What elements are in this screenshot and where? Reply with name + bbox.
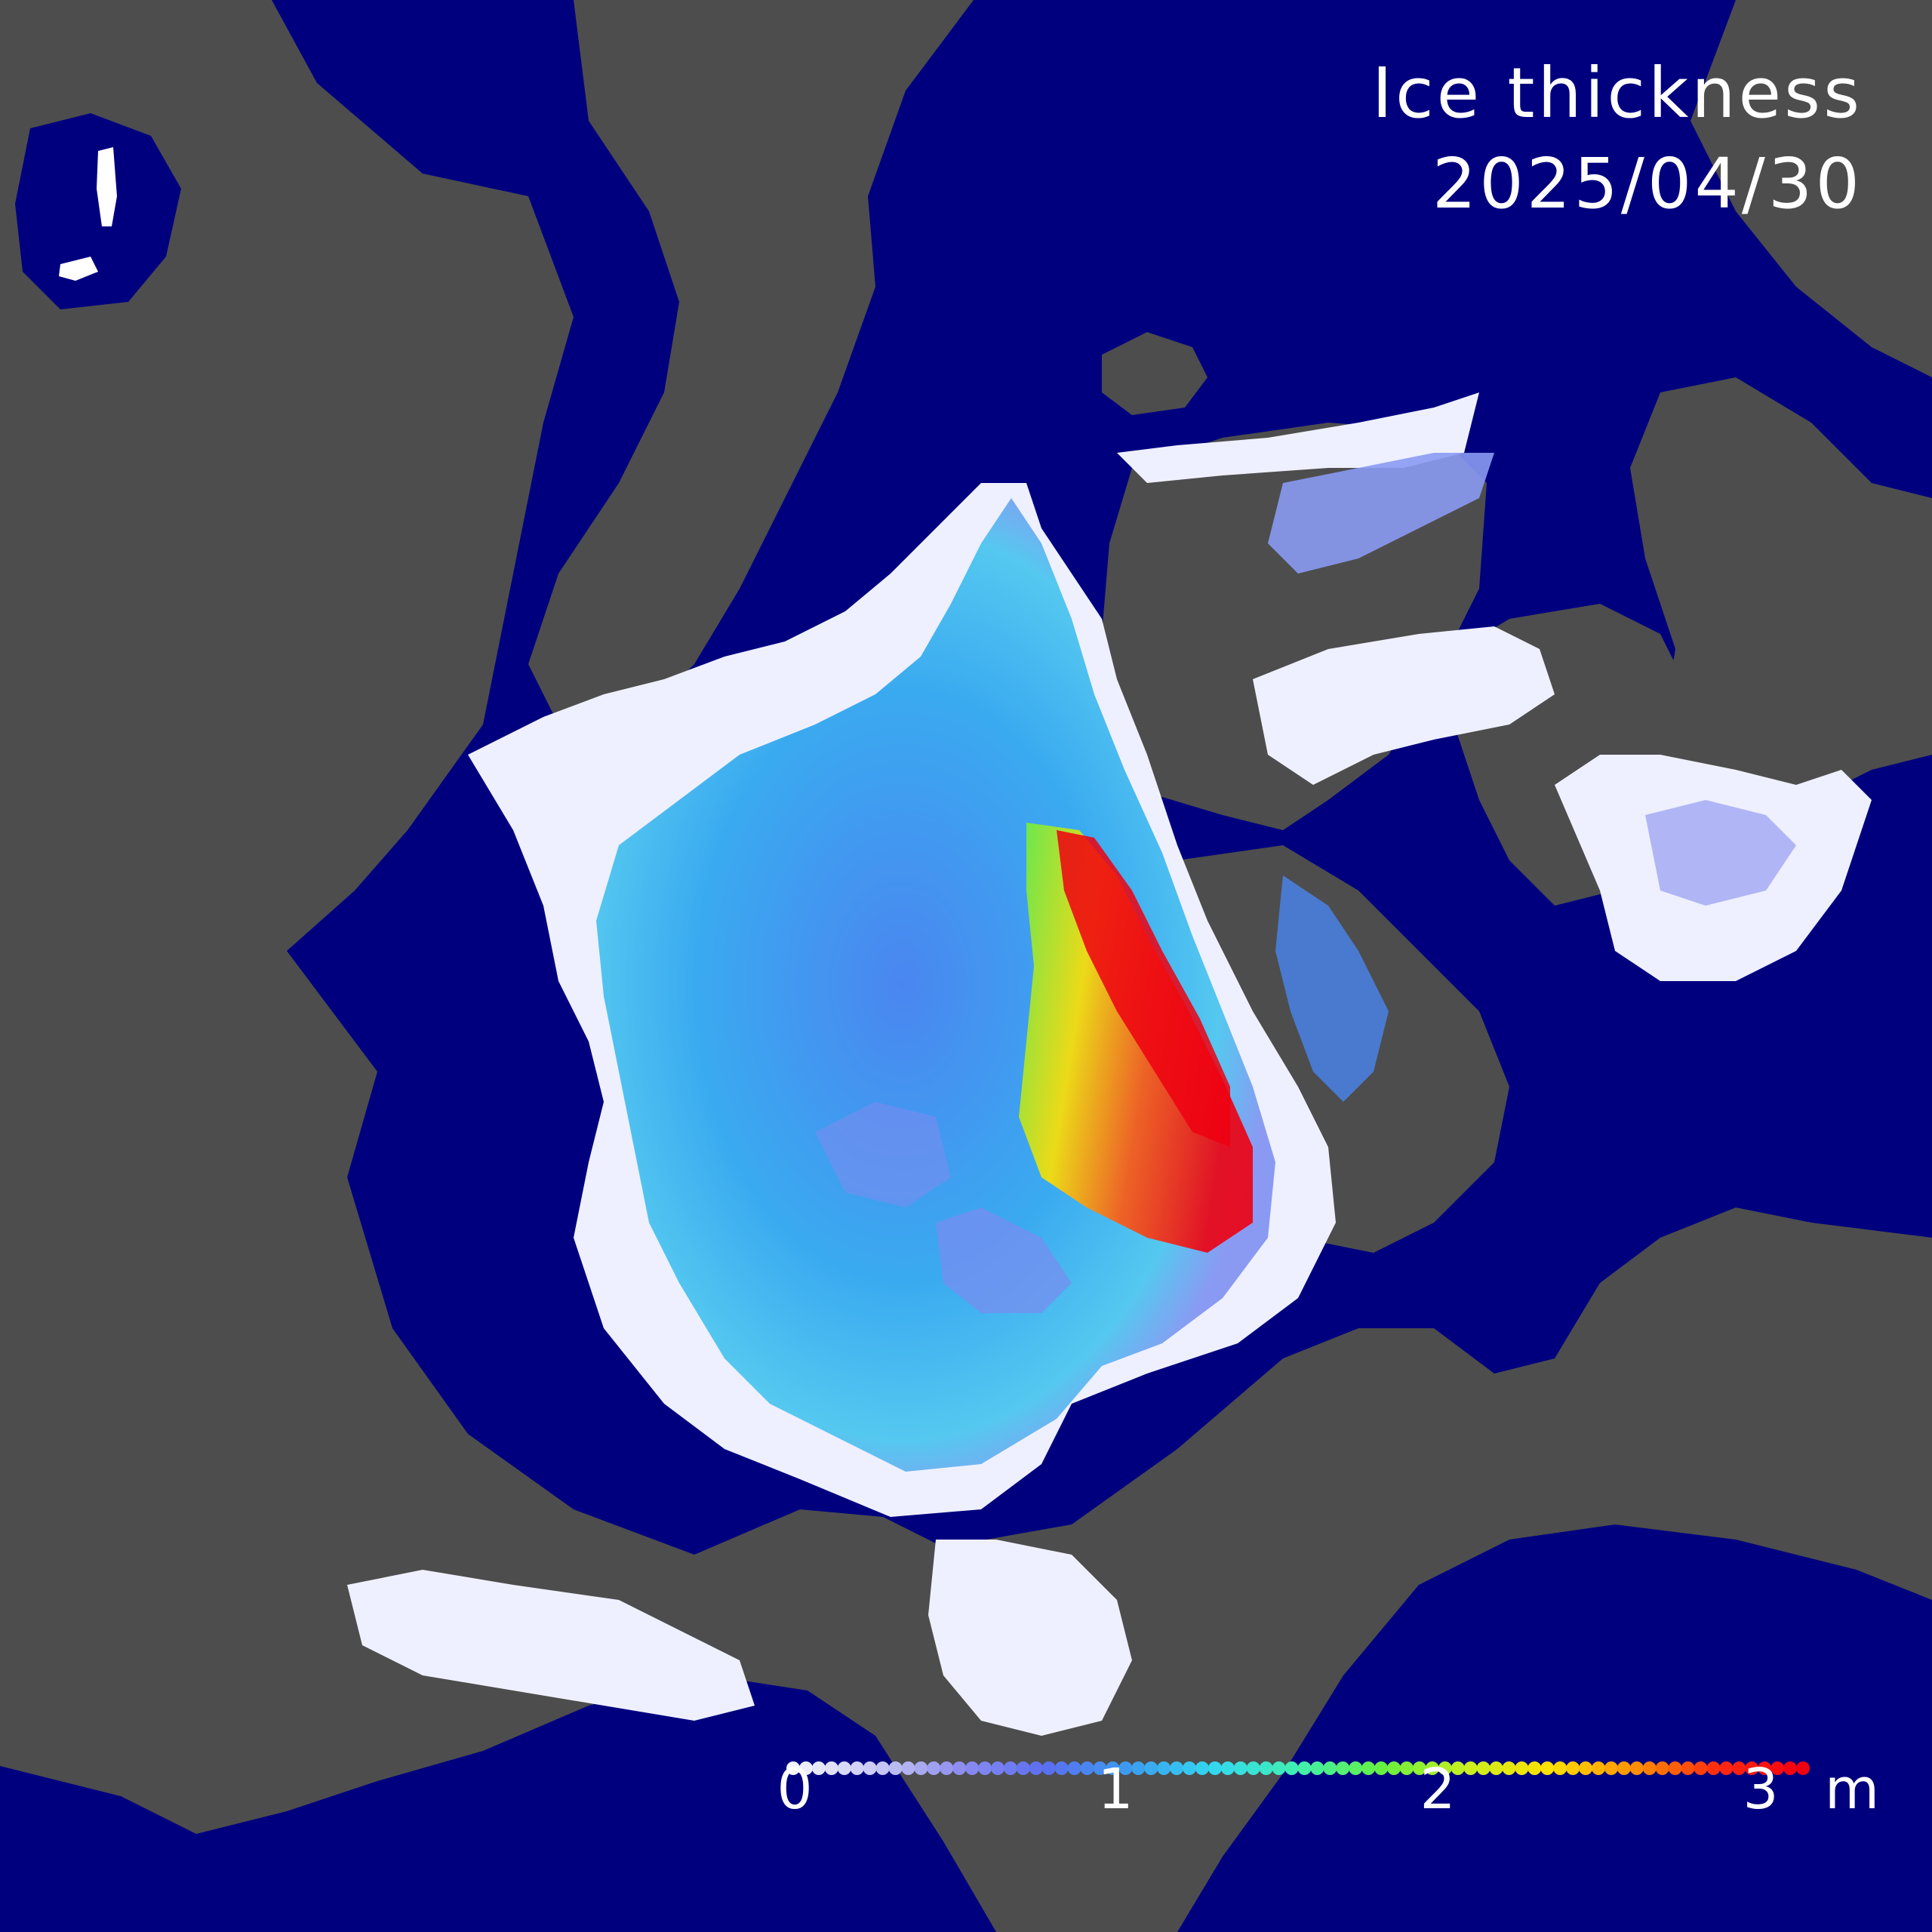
colorbar-swatch	[1003, 1761, 1017, 1775]
colorbar-tick-label: 0	[777, 1757, 813, 1822]
colorbar-swatch	[1668, 1761, 1682, 1775]
colorbar-swatch	[1758, 1761, 1772, 1775]
colorbar-swatch	[863, 1761, 877, 1775]
colorbar-swatch	[1195, 1761, 1209, 1775]
colorbar-swatch	[1220, 1761, 1235, 1775]
colorbar-swatch	[1399, 1761, 1414, 1775]
colorbar-swatch	[837, 1761, 851, 1775]
colorbar-swatch	[1183, 1761, 1197, 1775]
colorbar-swatch	[1157, 1761, 1171, 1775]
colorbar-swatch	[914, 1761, 928, 1775]
colorbar-swatch	[1425, 1761, 1439, 1775]
colorbar-swatch	[1233, 1761, 1247, 1775]
colorbar-swatch	[978, 1761, 992, 1775]
colorbar-tick-label: 3	[1743, 1757, 1779, 1822]
colorbar-swatch	[1566, 1761, 1580, 1775]
colorbar-swatch	[965, 1761, 980, 1775]
colorbar-swatch	[1719, 1761, 1734, 1775]
colorbar-swatch	[786, 1761, 800, 1775]
colorbar-unit: m	[1825, 1757, 1880, 1822]
colorbar-swatch	[1540, 1761, 1555, 1775]
colorbar-swatch	[1655, 1761, 1669, 1775]
colorbar-swatch	[1067, 1761, 1081, 1775]
colorbar-swatch	[1527, 1761, 1542, 1775]
colorbar-swatch	[1732, 1761, 1746, 1775]
colorbar-swatch	[1246, 1761, 1260, 1775]
colorbar-swatch	[1770, 1761, 1785, 1775]
colorbar-swatch	[1463, 1761, 1478, 1775]
colorbar-swatch	[888, 1761, 903, 1775]
colorbar-swatch	[1515, 1761, 1529, 1775]
colorbar-swatch	[1617, 1761, 1631, 1775]
colorbar-tick-label: 1	[1097, 1757, 1134, 1822]
colorbar-swatch	[824, 1761, 838, 1775]
colorbar-swatch	[1080, 1761, 1094, 1775]
colorbar	[786, 1761, 1810, 1775]
colorbar-swatch	[940, 1761, 954, 1775]
map-date: 2025/04/30	[1432, 143, 1863, 224]
colorbar-swatch	[1629, 1761, 1644, 1775]
colorbar-swatch	[1144, 1761, 1158, 1775]
colorbar-tick-label: 2	[1420, 1757, 1456, 1822]
colorbar-swatch	[850, 1761, 864, 1775]
colorbar-swatch	[1451, 1761, 1465, 1775]
colorbar-swatch	[1106, 1761, 1120, 1775]
colorbar-swatch	[1323, 1761, 1337, 1775]
colorbar-swatch	[1412, 1761, 1426, 1775]
colorbar-swatch	[1349, 1761, 1363, 1775]
colorbar-swatch	[1259, 1761, 1273, 1775]
colorbar-swatch	[1681, 1761, 1695, 1775]
colorbar-swatch	[1310, 1761, 1324, 1775]
colorbar-swatch	[1284, 1761, 1299, 1775]
colorbar-swatch	[1579, 1761, 1593, 1775]
colorbar-swatch	[1796, 1761, 1810, 1775]
colorbar-swatch	[1374, 1761, 1389, 1775]
colorbar-swatch	[1604, 1761, 1618, 1775]
colorbar-swatch	[1272, 1761, 1286, 1775]
colorbar-swatch	[875, 1761, 890, 1775]
colorbar-swatch	[1387, 1761, 1401, 1775]
colorbar-swatch	[1476, 1761, 1491, 1775]
colorbar-swatch	[1706, 1761, 1721, 1775]
colorbar-swatch	[1131, 1761, 1146, 1775]
colorbar-swatch	[1041, 1761, 1056, 1775]
colorbar-swatch	[1694, 1761, 1708, 1775]
colorbar-swatch	[990, 1761, 1004, 1775]
colorbar-swatch	[1054, 1761, 1069, 1775]
colorbar-swatch	[1208, 1761, 1222, 1775]
colorbar-swatch	[1016, 1761, 1030, 1775]
colorbar-swatch	[1642, 1761, 1657, 1775]
colorbar-swatch	[1093, 1761, 1107, 1775]
colorbar-swatch	[1783, 1761, 1798, 1775]
colorbar-swatch	[1489, 1761, 1503, 1775]
colorbar-swatch	[1029, 1761, 1043, 1775]
colorbar-swatch	[1297, 1761, 1312, 1775]
colorbar-swatch	[1553, 1761, 1567, 1775]
colorbar-swatch	[798, 1761, 813, 1775]
colorbar-swatch	[952, 1761, 967, 1775]
colorbar-swatch	[1592, 1761, 1606, 1775]
colorbar-swatch	[1336, 1761, 1350, 1775]
colorbar-swatch	[901, 1761, 915, 1775]
colorbar-swatch	[811, 1761, 826, 1775]
inland-ice-patches	[59, 147, 117, 281]
colorbar-swatch	[1170, 1761, 1184, 1775]
colorbar-swatch	[1118, 1761, 1133, 1775]
colorbar-swatch	[1438, 1761, 1452, 1775]
colorbar-swatch	[1361, 1761, 1376, 1775]
colorbar-swatch	[927, 1761, 941, 1775]
colorbar-swatch	[1502, 1761, 1516, 1775]
colorbar-swatch	[1745, 1761, 1759, 1775]
map-title: Ice thickness	[1371, 53, 1863, 134]
pack-ice	[596, 453, 1796, 1472]
